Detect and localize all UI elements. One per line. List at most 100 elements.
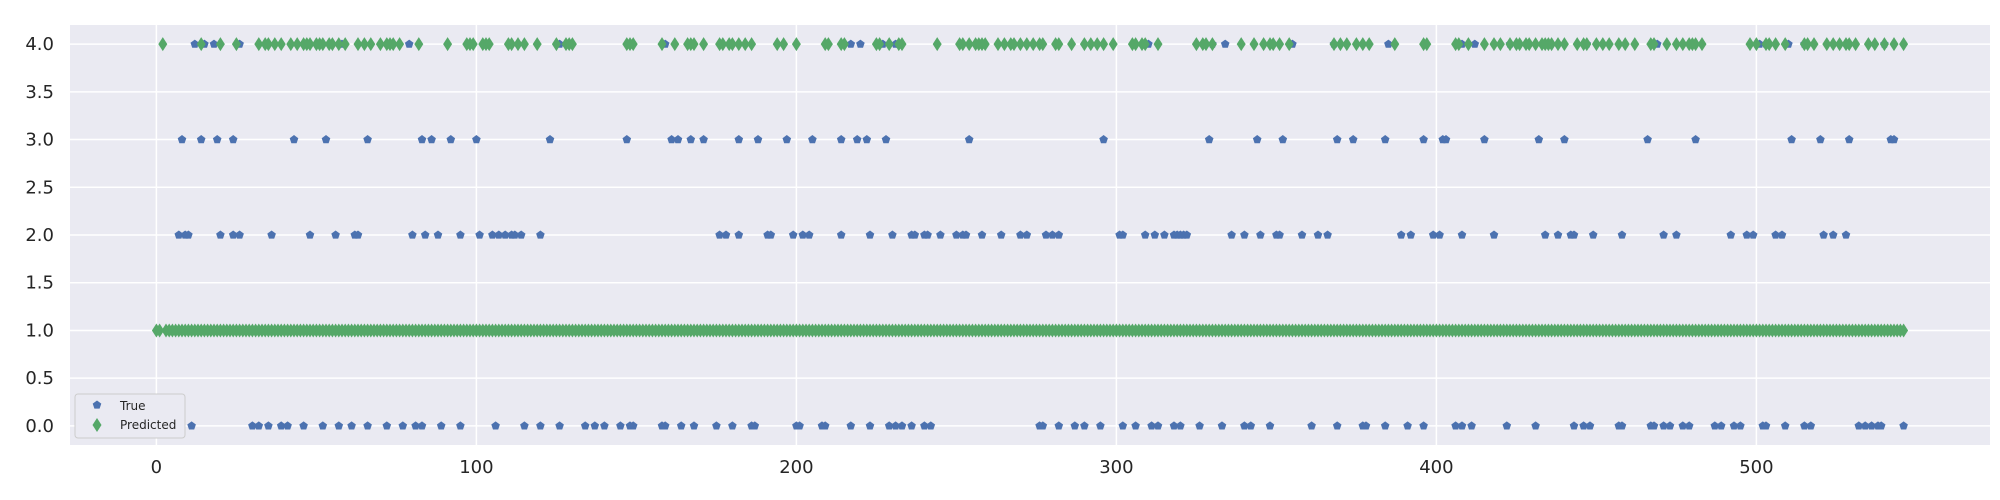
predicted-point (1524, 37, 1534, 52)
true-point (667, 135, 676, 144)
predicted-point (1099, 37, 1109, 52)
predicted-point (1614, 37, 1624, 52)
predicted-point (1630, 37, 1640, 52)
x-tick-label: 200 (779, 457, 813, 478)
predicted-point (1022, 37, 1032, 52)
true-point (212, 135, 222, 144)
predicted-point (718, 37, 728, 52)
true-point (1502, 421, 1512, 430)
predicted-point (1454, 37, 1464, 52)
true-point (196, 135, 206, 144)
true-point (891, 421, 900, 430)
legend-box (74, 393, 186, 439)
true-point (590, 421, 600, 430)
true-point (1780, 421, 1790, 430)
predicted-point (1092, 37, 1102, 52)
true-point (1684, 421, 1694, 430)
true-point (699, 135, 708, 144)
predicted-point (292, 37, 302, 52)
true-point (1204, 135, 1214, 144)
true-point (1220, 39, 1230, 48)
true-point (1182, 230, 1192, 239)
true-point (1489, 230, 1499, 239)
predicted-point (1422, 37, 1432, 52)
x-tick-label: 0 (151, 457, 162, 478)
true-point (248, 421, 257, 430)
predicted-point (1153, 37, 1163, 52)
true-point (267, 230, 276, 239)
predicted-point (884, 37, 894, 52)
predicted-point (1604, 37, 1614, 52)
true-point (254, 421, 264, 430)
predicted-point (1268, 37, 1278, 52)
true-point (952, 230, 961, 239)
true-point (616, 421, 625, 430)
true-point (411, 421, 420, 430)
true-point (846, 39, 856, 48)
predicted-point (1697, 37, 1707, 52)
predicted-point (1342, 37, 1352, 52)
true-point (728, 421, 737, 430)
predicted-point (1582, 37, 1592, 52)
predicted-point (1335, 37, 1345, 52)
true-point (673, 135, 683, 144)
true-point (1806, 421, 1816, 430)
y-tick-label: 1.5 (25, 273, 54, 294)
true-point (580, 421, 590, 430)
true-point (964, 135, 974, 144)
true-point (1265, 421, 1275, 430)
predicted-point (1844, 37, 1854, 52)
true-point (1748, 230, 1758, 239)
predicted-point (1351, 37, 1361, 52)
true-point (1070, 421, 1080, 430)
predicted-point (1489, 37, 1499, 52)
true-point (1038, 421, 1048, 430)
y-tick-label: 3.5 (25, 82, 54, 103)
predicted-point (1751, 37, 1761, 52)
predicted-point (231, 37, 241, 52)
predicted-point (155, 323, 165, 338)
true-point (1147, 421, 1156, 430)
predicted-point (1771, 37, 1781, 52)
true-point (427, 135, 436, 144)
true-point (936, 230, 945, 239)
predicted-point (1191, 37, 1201, 52)
true-point (1195, 421, 1204, 430)
true-point (174, 230, 184, 239)
predicted-point (747, 37, 757, 52)
true-point (1256, 230, 1265, 239)
true-point (305, 230, 315, 239)
true-point (884, 421, 894, 430)
predicted-point (1764, 37, 1774, 52)
true-point (907, 421, 916, 430)
true-point (398, 421, 408, 430)
predicted-point (468, 37, 478, 52)
x-tick-label: 300 (1099, 457, 1133, 478)
true-point (676, 421, 686, 430)
true-point (1899, 421, 1908, 430)
true-point (798, 230, 808, 239)
y-tick-label: 1.0 (25, 320, 54, 341)
predicted-point (395, 37, 405, 52)
true-point (1246, 421, 1256, 430)
predicted-point (513, 37, 523, 52)
true-point (1588, 230, 1598, 239)
predicted-point (353, 37, 363, 52)
true-point (1252, 135, 1262, 144)
predicted-point (1028, 37, 1038, 52)
predicted-point (999, 37, 1009, 52)
true-point (689, 421, 699, 430)
true-point (1140, 230, 1150, 239)
predicted-point (254, 37, 264, 52)
predicted-point (1086, 37, 1096, 52)
true-point (184, 230, 193, 239)
true-point (516, 230, 526, 239)
predicted-point (1822, 37, 1832, 52)
predicted-point (1671, 37, 1681, 52)
true-point (856, 39, 865, 48)
true-point (510, 230, 520, 239)
true-point (712, 421, 721, 430)
true-point (1672, 230, 1681, 239)
true-point (865, 230, 875, 239)
predicted-point (414, 37, 424, 52)
